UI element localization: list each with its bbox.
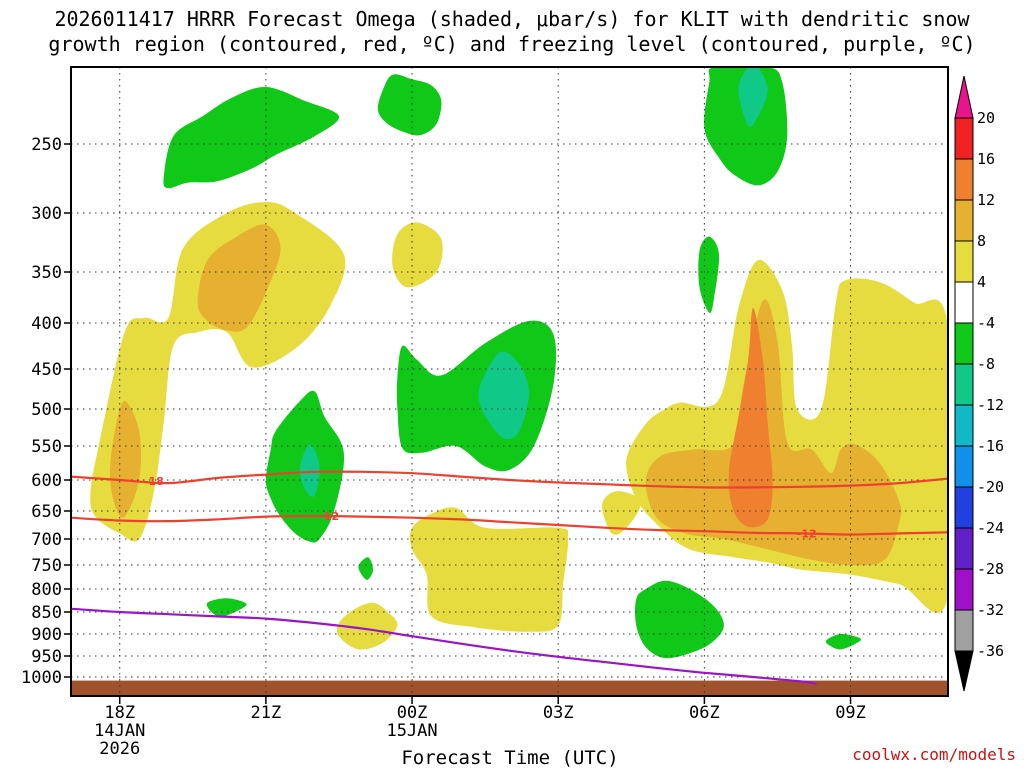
- x-tick-label-21Z: 21Z: [251, 703, 282, 723]
- omega-region-4-7: [626, 260, 948, 613]
- omega-shading: [71, 67, 948, 696]
- omega-region-4-5: [336, 602, 398, 650]
- y-tick-label-1000: 1000: [21, 668, 62, 688]
- colorbar-label-0: 20: [977, 109, 995, 127]
- colorbar-swatch-1: [954, 158, 974, 201]
- omega-region-8-8: [645, 299, 902, 566]
- omega-region-neg4-22: [825, 633, 862, 650]
- x-tick-label-18Z: 18Z: [104, 703, 135, 723]
- contour-lines: [71, 470, 948, 685]
- omega-colorbar: 20 16 12 8 4 -4 -8 -12 -16 -20 -24 -28 -32 -36: [954, 75, 1004, 692]
- omega-region-neg4-10: [163, 86, 340, 189]
- colorbar-label-11: -28: [977, 560, 1004, 578]
- colorbar-bottom-arrow: [954, 650, 974, 692]
- y-tick-label-300: 300: [31, 204, 62, 224]
- colorbar-swatch-9: [954, 486, 974, 529]
- omega-region-neg4-15: [396, 320, 557, 472]
- dgz-contour-1: [71, 514, 948, 536]
- y-tick-label-650: 650: [31, 502, 62, 522]
- colorbar-label-10: -24: [977, 519, 1004, 537]
- colorbar-label-9: -20: [977, 478, 1004, 496]
- omega-region-8-2: [197, 224, 281, 332]
- omega-region-neg4-14: [698, 236, 720, 314]
- plot-frame: [70, 66, 949, 697]
- colorbar-swatch-8: [954, 445, 974, 488]
- colorbar-label-7: -12: [977, 396, 1004, 414]
- x-tick-label-06Z: 06Z: [689, 703, 720, 723]
- colorbar-swatch-2: [954, 199, 974, 242]
- y-tick-label-700: 700: [31, 530, 62, 550]
- chart-title-line1: 2026011417 HRRR Forecast Omega (shaded, …: [54, 7, 970, 31]
- colorbar-swatch-0: [954, 117, 974, 160]
- y-tick-label-250: 250: [31, 135, 62, 155]
- omega-region-4-0: [90, 202, 346, 542]
- omega-region-neg8-13: [738, 67, 768, 127]
- colorbar-label-12: -32: [977, 601, 1004, 619]
- omega-region-neg4-20: [206, 598, 247, 617]
- x-tick-label-09Z: 09Z: [835, 703, 866, 723]
- x-tick-date-18Z: 14JAN: [94, 721, 145, 741]
- omega-region-neg8-16: [478, 351, 529, 440]
- y-tick-label-750: 750: [31, 556, 62, 576]
- y-tick-label-350: 350: [31, 263, 62, 283]
- y-tick-label-800: 800: [31, 580, 62, 600]
- contour-layer: -18 -12 -12: [71, 470, 948, 685]
- terrain-band: [71, 680, 948, 696]
- y-tick-label-550: 550: [31, 437, 62, 457]
- colorbar-swatch-11: [954, 568, 974, 611]
- omega-region-4-6: [602, 491, 642, 535]
- colorbar-swatch-7: [954, 404, 974, 447]
- colorbar-label-6: -8: [977, 355, 995, 373]
- omega-region-neg4-21: [635, 580, 724, 659]
- y-tick-label-400: 400: [31, 314, 62, 334]
- dgz-contour-label-1: -12: [319, 510, 339, 523]
- omega-region-neg8-18: [299, 444, 320, 497]
- freezing-level-contour: [71, 607, 817, 685]
- y-tick-label-900: 900: [31, 625, 62, 645]
- y-tick-label-850: 850: [31, 603, 62, 623]
- colorbar-swatch-10: [954, 527, 974, 570]
- y-tick-label-450: 450: [31, 360, 62, 380]
- colorbar-top-arrow: [954, 75, 974, 119]
- colorbar-swatch-6: [954, 363, 974, 406]
- y-tick-label-600: 600: [31, 471, 62, 491]
- x-tick-label-00Z: 00Z: [397, 703, 428, 723]
- colorbar-swatch-12: [954, 609, 974, 652]
- dgz-contour-label-0: -18: [144, 475, 164, 488]
- colorbar-swatch-3: [954, 240, 974, 283]
- dgz-contour-label-2: -12: [797, 527, 817, 540]
- colorbar-label-1: 16: [977, 150, 995, 168]
- y-tick-label-500: 500: [31, 400, 62, 420]
- colorbar-label-3: 8: [977, 232, 986, 250]
- colorbar-label-8: -16: [977, 437, 1004, 455]
- credit-link[interactable]: coolwx.com/models: [852, 745, 1016, 764]
- omega-region-4-3: [392, 222, 443, 288]
- chart-title-line2: growth region (contoured, red, ºC) and f…: [48, 32, 975, 56]
- omega-region-neg4-11: [377, 74, 442, 136]
- colorbar-label-5: -4: [977, 314, 995, 332]
- x-tick-date-00Z: 15JAN: [386, 721, 437, 741]
- omega-region-8-1: [110, 401, 141, 518]
- dgz-contour-0: [71, 470, 948, 489]
- plot-area: [71, 67, 948, 696]
- omega-region-12-9: [728, 307, 773, 528]
- x-tick-year-18Z: 2026: [99, 739, 140, 759]
- colorbar-swatch-5: [954, 322, 974, 365]
- x-tick-label-03Z: 03Z: [543, 703, 574, 723]
- y-tick-label-950: 950: [31, 647, 62, 667]
- colorbar-label-13: -36: [977, 642, 1004, 660]
- omega-region-4-4: [409, 507, 569, 632]
- y-axis-pressure: 2503003504004505005506006507007508008509…: [21, 135, 71, 688]
- colorbar-label-2: 12: [977, 191, 995, 209]
- omega-region-neg4-19: [358, 557, 374, 580]
- x-axis-title: Forecast Time (UTC): [401, 747, 618, 768]
- colorbar-label-4: 4: [977, 273, 986, 291]
- colorbar-swatch-4: [954, 281, 974, 324]
